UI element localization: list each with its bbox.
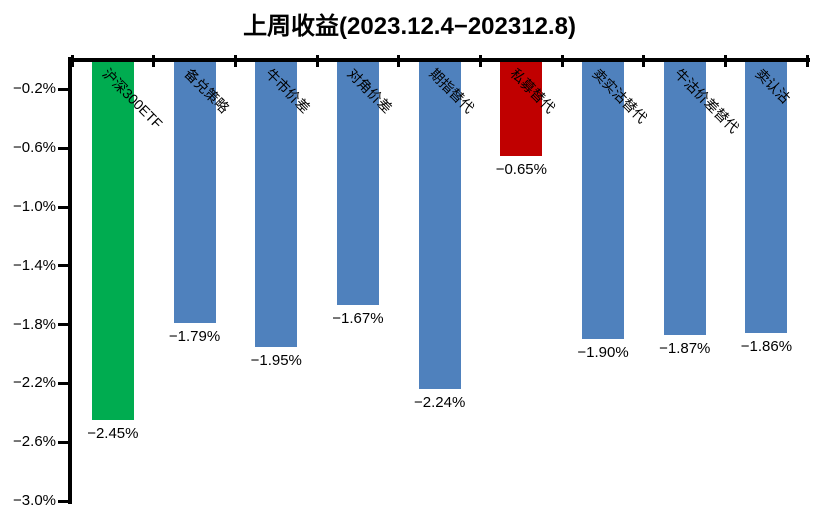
x-tick xyxy=(724,55,728,67)
x-tick xyxy=(70,55,74,67)
bar-value-label: −0.65% xyxy=(495,160,547,178)
bar xyxy=(500,62,543,156)
bar xyxy=(418,62,461,390)
chart-title: 上周收益(2023.12.4−202312.8) xyxy=(243,13,576,40)
y-tick-label: −2.2% xyxy=(13,374,56,392)
bar xyxy=(663,62,706,335)
bar xyxy=(91,62,134,421)
y-tick xyxy=(58,440,68,444)
bar xyxy=(582,62,625,340)
x-tick xyxy=(152,55,156,67)
bar xyxy=(336,62,379,306)
bar-value-label: −1.86% xyxy=(740,338,793,356)
bar xyxy=(173,62,216,324)
bar-value-label: −1.87% xyxy=(659,339,711,357)
y-tick-label: −0.6% xyxy=(13,139,56,157)
bar xyxy=(255,62,298,347)
y-tick-label: −1.0% xyxy=(13,198,56,215)
y-tick xyxy=(58,381,68,385)
x-tick xyxy=(805,55,809,67)
x-tick xyxy=(233,55,237,67)
bar-value-label: −2.45% xyxy=(87,425,139,443)
x-tick xyxy=(642,55,646,67)
y-tick-label: −0.2% xyxy=(13,80,56,98)
y-axis-line xyxy=(68,57,72,504)
y-tick xyxy=(58,499,68,503)
y-tick-label: −1.4% xyxy=(13,256,56,274)
x-tick xyxy=(315,55,319,67)
x-tick xyxy=(560,55,564,67)
y-tick xyxy=(58,146,68,150)
bar-value-label: −1.67% xyxy=(332,310,384,328)
y-tick xyxy=(58,87,68,91)
x-tick xyxy=(479,55,482,67)
y-tick xyxy=(58,264,68,268)
y-tick xyxy=(58,323,68,327)
y-tick xyxy=(58,205,68,209)
bar-value-label: −1.79% xyxy=(168,328,221,346)
bar-value-label: −1.95% xyxy=(250,351,302,369)
x-tick xyxy=(397,55,401,67)
bar xyxy=(745,62,788,334)
bar-value-label: −1.90% xyxy=(577,344,629,362)
x-axis-line xyxy=(68,58,810,62)
y-tick-label: −3.0% xyxy=(13,492,56,509)
bar-value-label: −2.24% xyxy=(413,394,466,412)
y-tick-label: −1.8% xyxy=(13,315,56,333)
y-tick-label: −2.6% xyxy=(13,433,56,451)
